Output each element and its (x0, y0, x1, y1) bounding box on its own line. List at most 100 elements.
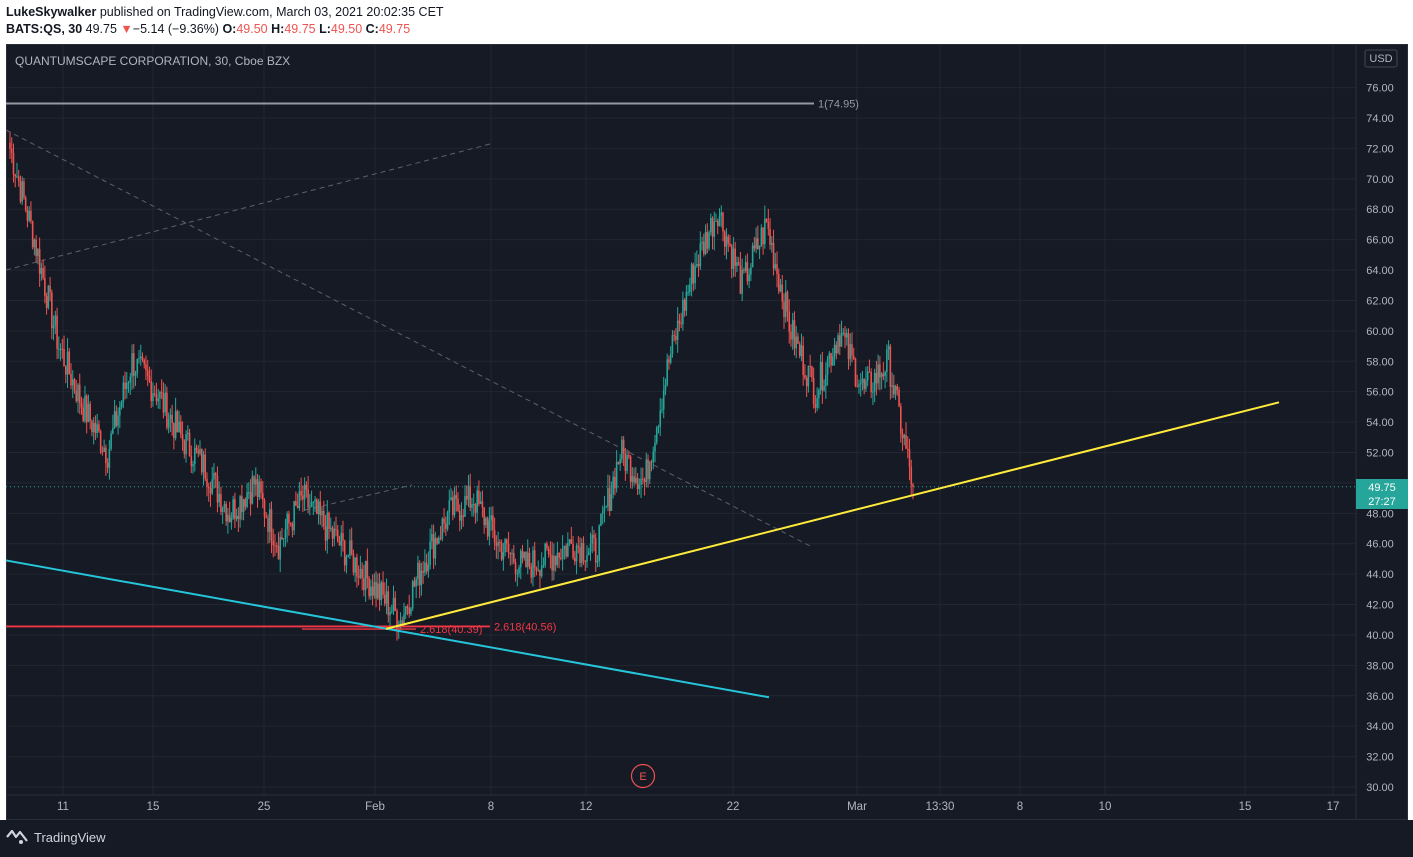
candle-body (375, 581, 377, 599)
candle (193, 438, 196, 472)
candle-body (408, 608, 411, 614)
candle (729, 234, 731, 248)
candle-body (328, 512, 330, 529)
candle (202, 450, 205, 486)
candle-body (633, 476, 635, 483)
candle-body (507, 543, 510, 553)
candle-body (526, 552, 529, 568)
candle (650, 459, 653, 472)
candle (556, 541, 559, 568)
candle (112, 414, 114, 435)
candle (835, 341, 838, 360)
candle (619, 454, 621, 471)
candle (612, 471, 614, 499)
candle-body (807, 366, 810, 387)
candle (567, 532, 569, 558)
candle-body (743, 269, 745, 271)
candle (774, 252, 777, 271)
candle-body (678, 320, 681, 324)
candle (598, 524, 601, 567)
candle (847, 328, 850, 370)
candle (525, 551, 527, 568)
candle (42, 259, 44, 281)
candle (162, 382, 165, 419)
candle-body (260, 481, 262, 494)
candle (176, 409, 179, 433)
candle (160, 379, 163, 400)
candle (30, 201, 32, 224)
candle-body (558, 552, 560, 558)
candle-body (601, 511, 604, 514)
candle-body (279, 537, 282, 560)
candle (694, 252, 696, 290)
candle-body (300, 491, 302, 496)
candle (171, 404, 173, 436)
candle-body (486, 518, 489, 537)
candle-body (703, 241, 705, 254)
candle-body (506, 539, 508, 544)
tradingview-logo[interactable]: TradingView (6, 828, 106, 846)
candle-body (574, 557, 576, 562)
candle (52, 315, 55, 341)
candle-body (68, 351, 71, 374)
earnings-marker[interactable] (630, 763, 656, 789)
candle (418, 560, 421, 599)
author-name[interactable]: LukeSkywalker (6, 5, 97, 19)
candle-body (758, 245, 761, 250)
candle (898, 386, 900, 408)
price-tick-label: 34.00 (1366, 721, 1394, 733)
candle (150, 369, 153, 408)
candle-body (586, 555, 588, 562)
candle-body (636, 477, 639, 490)
candle (767, 208, 770, 236)
candle (352, 549, 355, 576)
candle-body (896, 386, 899, 390)
candle (542, 557, 545, 569)
candle (146, 359, 149, 387)
candle (260, 478, 262, 499)
candle-body (37, 249, 39, 257)
candle-body (664, 384, 667, 391)
candle (357, 565, 360, 586)
candle-body (701, 241, 703, 244)
candle (152, 382, 154, 407)
candle-body (788, 311, 791, 332)
candle-body (499, 541, 501, 544)
candle (519, 548, 522, 580)
candle (333, 521, 336, 547)
candle-body (370, 586, 372, 597)
candle-body (42, 268, 44, 279)
candle (664, 378, 667, 396)
candle (535, 566, 538, 576)
candle (265, 511, 268, 519)
candle-body (216, 475, 219, 503)
candle-body (910, 466, 913, 485)
candle-body (378, 583, 381, 601)
price-chart[interactable]: 1(74.95) 2.618(40.39) 2.618(40.56) QUANTUM… (0, 0, 1413, 820)
candle-body (455, 495, 458, 499)
candle-body (136, 358, 139, 374)
candle-body (324, 526, 327, 541)
candle (851, 332, 853, 363)
candle (805, 375, 808, 398)
candle-body (852, 355, 855, 359)
candle-body (483, 507, 485, 526)
candle (14, 173, 17, 188)
candle (734, 241, 736, 277)
candle (833, 337, 836, 366)
candle-body (431, 534, 433, 542)
currency-badge[interactable] (1364, 49, 1398, 68)
candle (572, 536, 574, 560)
candle-body (427, 564, 430, 572)
candle (819, 354, 822, 395)
candle-body (267, 518, 269, 532)
candle (21, 176, 24, 206)
candle (63, 335, 65, 367)
candle (389, 606, 391, 627)
candle (356, 553, 358, 588)
candle (375, 571, 377, 608)
candle-body (14, 174, 17, 177)
candle-body (732, 248, 735, 269)
candle (331, 525, 334, 547)
time-axis: 11 15 25 Feb 8 12 22 Mar 13:30 8 10 15 17 (57, 801, 1339, 813)
